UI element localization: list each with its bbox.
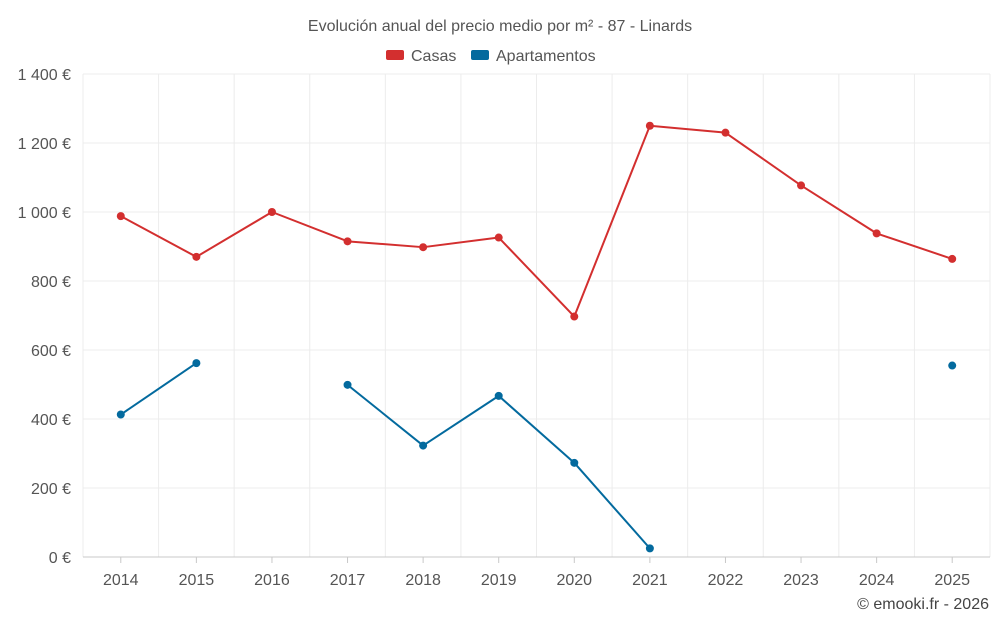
plot-area [116, 121, 957, 553]
x-tick-label: 2014 [103, 572, 139, 589]
y-tick-label: 0 € [49, 550, 71, 567]
data-point-apartamentos-2015[interactable] [192, 359, 201, 368]
data-point-casas-2016[interactable] [267, 208, 276, 216]
x-tick-label: 2016 [254, 572, 290, 589]
x-tick-label: 2023 [783, 572, 819, 589]
y-tick-label: 1 200 € [18, 136, 71, 153]
x-tick-label: 2015 [179, 572, 215, 589]
data-point-apartamentos-2019[interactable] [494, 391, 503, 400]
series-line-casas [120, 124, 953, 318]
series-casas [116, 121, 957, 321]
data-point-apartamentos-2025[interactable] [948, 361, 957, 370]
y-tick-label: 200 € [31, 481, 71, 498]
x-tick-label: 2024 [859, 572, 895, 589]
series-line-apartamentos [120, 362, 197, 416]
x-tick-label: 2021 [632, 572, 668, 589]
y-tick-label: 400 € [31, 412, 71, 429]
data-point-casas-2020[interactable] [570, 312, 579, 321]
data-point-apartamentos-2021[interactable] [645, 544, 654, 553]
data-point-casas-2018[interactable] [419, 243, 428, 252]
data-point-casas-2015[interactable] [192, 252, 201, 261]
x-tick-label: 2022 [708, 572, 744, 589]
x-tick-label: 2025 [934, 572, 970, 589]
data-point-apartamentos-2017[interactable] [343, 380, 352, 389]
data-point-apartamentos-2014[interactable] [116, 410, 125, 419]
legend-item-apartamentos[interactable]: Apartamentos [471, 48, 596, 65]
gridlines [82, 73, 991, 557]
data-point-casas-2014[interactable] [116, 212, 125, 221]
data-point-casas-2024[interactable] [872, 229, 881, 238]
x-tick-label: 2017 [330, 572, 366, 589]
legend-label-apartamentos: Apartamentos [496, 48, 596, 65]
data-point-casas-2019[interactable] [494, 233, 503, 242]
credit-text: © emooki.fr - 2026 [857, 596, 989, 613]
axes: 0 € 200 € 400 € 600 € 800 € 1 000 € 1 200 € 1 4… [18, 67, 990, 589]
data-point-apartamentos-2018[interactable] [419, 441, 428, 450]
y-tick-label: 800 € [31, 274, 71, 291]
data-point-casas-2017[interactable] [343, 237, 352, 246]
legend-label-casas: Casas [411, 48, 456, 65]
legend-swatch-casas [386, 50, 404, 60]
chart-title: Evolución anual del precio medio por m² … [308, 18, 692, 35]
data-point-casas-2022[interactable] [721, 128, 730, 137]
legend-item-casas[interactable]: Casas [386, 48, 456, 65]
data-point-casas-2025[interactable] [948, 254, 957, 263]
data-point-casas-2023[interactable] [797, 181, 806, 190]
x-tick-label: 2020 [556, 572, 592, 589]
y-tick-label: 600 € [31, 343, 71, 360]
y-tick-label: 1 000 € [18, 205, 71, 222]
data-point-apartamentos-2020[interactable] [570, 458, 579, 467]
data-point-casas-2021[interactable] [645, 121, 654, 130]
x-tick-label: 2019 [481, 572, 517, 589]
y-tick-label: 1 400 € [18, 67, 71, 84]
legend-swatch-apartamentos [471, 50, 489, 60]
series-apartamentos [116, 359, 957, 553]
legend: Casas Apartamentos [386, 48, 596, 65]
x-tick-label: 2018 [405, 572, 441, 589]
series-line-apartamentos [346, 384, 651, 550]
